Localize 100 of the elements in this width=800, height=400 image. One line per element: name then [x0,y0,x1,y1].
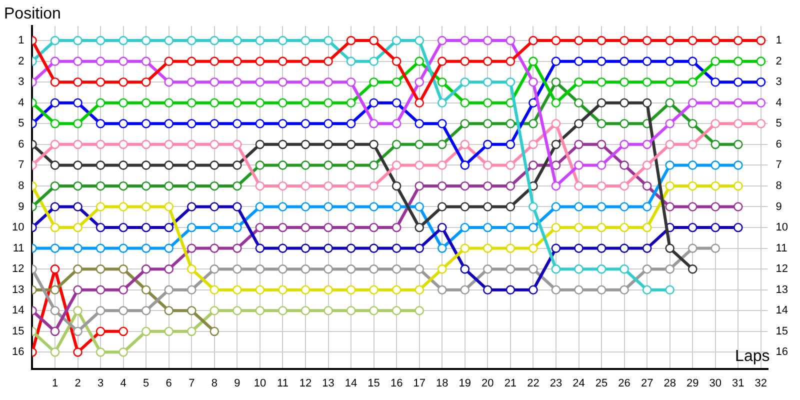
point [232,160,242,170]
point [141,285,151,294]
point [278,160,288,170]
y-tick-label: 11 [12,242,24,254]
point [620,244,629,253]
point [756,98,766,108]
point [73,326,82,336]
point [300,222,310,232]
point [710,118,720,128]
y-tick-label: 8 [18,180,24,192]
x-tick-label: 9 [234,377,240,390]
point [414,222,424,232]
point [551,264,561,274]
point [596,181,606,191]
point [665,98,674,108]
point [210,160,220,170]
point [551,56,561,66]
point [50,160,60,170]
point [278,98,288,108]
point [278,202,288,212]
point [210,56,220,66]
point [164,98,174,108]
point [596,202,606,212]
point [688,222,698,232]
point [118,140,128,150]
x-tick-label: 29 [686,377,699,390]
point [300,285,310,294]
point [551,202,561,212]
point [141,140,151,150]
y-tick-label: 3 [18,76,24,88]
x-tick-label: 28 [664,377,676,390]
point [278,56,288,66]
point [324,118,333,128]
point [710,77,720,87]
point [50,264,60,274]
point [118,326,128,336]
point [278,140,288,150]
point [506,285,516,294]
point [596,244,606,253]
point [300,118,310,128]
point [278,244,288,253]
y-tick-label: 1 [18,34,24,47]
x-axis-title: Laps [735,348,770,366]
point [688,244,698,253]
point [255,222,265,232]
point [460,140,470,150]
point [324,98,333,108]
point [96,77,106,87]
x-tick-label: 2 [74,377,81,390]
point [118,222,128,232]
y2-tick-label: 12 [776,263,788,276]
point [73,36,82,46]
point [483,140,492,150]
point [73,285,82,294]
point [50,118,60,128]
point [596,56,606,66]
point [414,98,424,108]
point [642,181,652,191]
point [551,36,561,46]
x-tick-label: 12 [299,377,312,390]
point [756,36,766,46]
point [164,285,174,294]
point [460,98,470,108]
point [483,118,492,128]
point [414,140,424,150]
point [574,56,584,66]
point [665,36,674,46]
point [665,118,674,128]
x-tick-label: 15 [368,377,380,390]
point [96,348,106,357]
point [300,77,310,87]
point [642,285,652,294]
point [300,160,310,170]
point [118,202,128,212]
point [528,36,538,46]
point [141,222,151,232]
point [642,222,652,232]
y2-tick-label: 14 [776,304,788,317]
point [255,77,265,87]
point [164,181,174,191]
x-tick-label: 6 [166,377,172,390]
point [186,202,196,212]
point [506,118,516,128]
point [186,326,196,336]
point [50,56,60,66]
point [255,264,265,274]
y2-tick-label: 3 [776,76,782,88]
point [642,264,652,274]
point [186,244,196,253]
point [186,56,196,66]
point [665,202,674,212]
point [164,77,174,87]
point [96,181,106,191]
point [528,118,538,128]
point [392,36,402,46]
point [506,264,516,274]
point [734,160,743,170]
point [118,98,128,108]
point [73,140,82,150]
point [414,285,424,294]
